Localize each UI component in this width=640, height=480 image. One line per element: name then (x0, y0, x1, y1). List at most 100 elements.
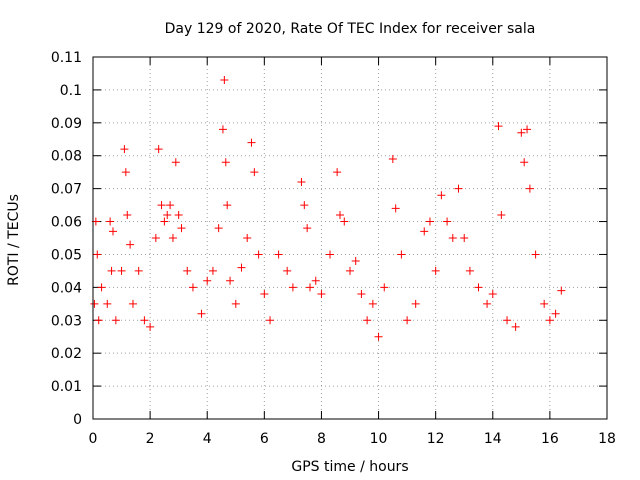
data-point (266, 316, 275, 325)
data-point (303, 224, 312, 233)
data-point (220, 76, 229, 85)
x-tick-label: 18 (598, 431, 616, 447)
data-point (93, 250, 102, 259)
data-point (346, 266, 354, 275)
data-point (511, 322, 520, 331)
y-axis-label: ROTI / TECUs (6, 194, 22, 286)
data-point (183, 266, 192, 275)
data-point (488, 289, 497, 298)
axis-ticks: 0 0.01 0.02 0.03 0.04 0.05 0.06 0.07 0.08 0.09 0.1… (51, 50, 616, 447)
y-tick-label: 0.08 (51, 149, 82, 165)
data-point (120, 145, 129, 154)
data-point (231, 299, 240, 308)
data-point (283, 266, 292, 275)
data-point (163, 210, 172, 219)
x-tick-label: 8 (317, 431, 326, 447)
x-axis-label: GPS time / hours (291, 459, 408, 475)
data-point (160, 217, 169, 226)
grid-lines (93, 57, 607, 419)
data-point (250, 168, 259, 177)
data-point (123, 210, 132, 219)
data-point (166, 201, 175, 210)
data-point (403, 316, 412, 325)
data-point (545, 316, 554, 325)
data-point (460, 234, 469, 242)
data-point (520, 158, 529, 167)
data-point (146, 322, 155, 331)
data-point (177, 224, 186, 233)
data-point (368, 299, 377, 308)
x-tick-label: 10 (370, 431, 388, 447)
data-point (326, 250, 335, 259)
data-point (437, 191, 446, 200)
data-point (391, 204, 400, 213)
data-point (128, 299, 137, 308)
data-point (223, 201, 232, 210)
y-tick-label: 0.04 (51, 280, 82, 296)
data-point (431, 266, 440, 275)
data-point (411, 299, 420, 308)
data-point (151, 234, 160, 242)
data-point (111, 316, 120, 325)
data-point (311, 276, 320, 285)
data-point (140, 316, 149, 325)
data-point (237, 263, 246, 272)
data-point (103, 299, 112, 308)
data-point (425, 217, 434, 226)
data-point (208, 266, 217, 275)
data-point (557, 286, 566, 295)
data-point (374, 332, 383, 341)
data-point (171, 158, 180, 167)
y-tick-label: 0.07 (51, 182, 82, 198)
data-point (551, 309, 560, 318)
data-point (274, 250, 283, 259)
y-tick-label: 0.01 (51, 379, 82, 395)
data-point (333, 168, 342, 177)
data-point (94, 316, 103, 325)
data-point (197, 309, 206, 318)
y-tick-label: 0.06 (51, 215, 82, 231)
y-tick-label: 0.09 (51, 116, 82, 132)
data-point (388, 155, 397, 164)
data-point (525, 184, 534, 193)
data-point (397, 250, 406, 259)
y-tick-label: 0.03 (51, 313, 82, 329)
data-point (474, 283, 483, 292)
data-point (106, 217, 115, 226)
data-point (336, 210, 345, 219)
y-tick-label: 0 (73, 412, 82, 428)
data-point (108, 227, 117, 236)
y-tick-label: 0.1 (60, 83, 82, 99)
data-point (503, 316, 512, 325)
data-point (90, 299, 99, 308)
data-point (97, 283, 106, 292)
data-point (454, 184, 463, 193)
data-point (448, 234, 457, 242)
data-point (363, 316, 372, 325)
data-point (297, 178, 306, 187)
x-tick-label: 6 (260, 431, 269, 447)
chart-title: Day 129 of 2020, Rate Of TEC Index for r… (165, 21, 536, 37)
x-tick-label: 2 (146, 431, 155, 447)
data-point (126, 240, 135, 249)
data-point (168, 234, 177, 242)
data-point (218, 125, 227, 134)
data-point (226, 276, 235, 285)
data-point (306, 283, 315, 292)
x-tick-label: 16 (541, 431, 559, 447)
data-point (340, 217, 349, 226)
data-point (523, 125, 532, 134)
data-point (247, 138, 256, 147)
data-point (300, 201, 309, 210)
data-point (288, 283, 297, 292)
data-point (188, 283, 197, 292)
data-point (260, 289, 269, 298)
y-tick-label: 0.02 (51, 346, 82, 362)
data-points (90, 76, 566, 341)
data-point (174, 210, 183, 219)
x-tick-label: 0 (89, 431, 98, 447)
data-point (351, 257, 360, 266)
data-point (497, 210, 506, 219)
y-tick-label: 0.11 (51, 50, 82, 66)
